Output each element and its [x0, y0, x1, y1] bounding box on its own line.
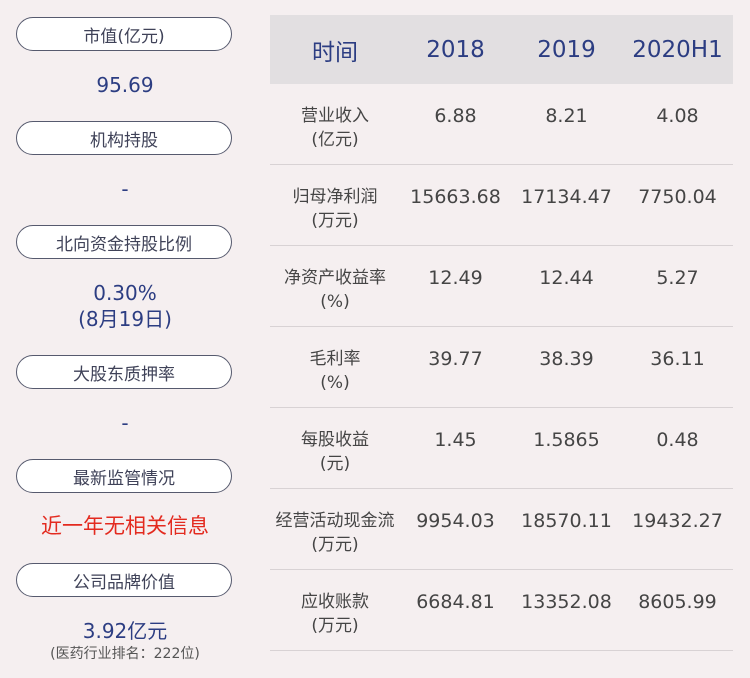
table-cell: 15663.68: [410, 186, 501, 208]
table-cell: 18570.11: [521, 510, 612, 532]
table-cell: 6684.81: [416, 591, 495, 613]
northbound-holding-date: (8月19日): [78, 307, 172, 331]
market-cap-label: 市值(亿元): [16, 17, 232, 51]
table-cell: 36.11: [650, 348, 705, 370]
table-cell: 12.44: [539, 267, 594, 289]
table-header: 时间 2018 2019 2020H1: [270, 15, 733, 84]
table-row: 经营活动现金流 (万元) 9954.03 18570.11 19432.27: [270, 489, 733, 570]
institutional-holding-label: 机构持股: [16, 121, 232, 155]
metric-label: 营业收入 (亿元): [301, 106, 369, 150]
metric-label: 归母净利润 (万元): [292, 187, 378, 231]
pledge-ratio-value: -: [121, 411, 129, 435]
company-summary-panel: 市值(亿元) 95.69 机构持股 - 北向资金持股比例 0.30% (8月19…: [0, 0, 250, 678]
table-cell: 1.45: [434, 429, 477, 451]
table-cell: 9954.03: [416, 510, 495, 532]
brand-value-rank-note: (医药行业排名：222位): [50, 646, 200, 662]
table-cell: 4.08: [656, 105, 699, 127]
metric-label: 净资产收益率 (%): [284, 268, 386, 312]
metric-label: 每股收益 (元): [301, 430, 369, 474]
table-row: 归母净利润 (万元) 15663.68 17134.47 7750.04: [270, 165, 733, 246]
table-row: 每股收益 (元) 1.45 1.5865 0.48: [270, 408, 733, 489]
table-cell: 5.27: [656, 267, 699, 289]
table-cell: 6.88: [434, 105, 477, 127]
table-row: 营业收入 (亿元) 6.88 8.21 4.08: [270, 84, 733, 165]
regulatory-status-value: 近一年无相关信息: [41, 514, 209, 538]
metric-label: 毛利率 (%): [309, 349, 361, 393]
brand-value-label: 公司品牌价值: [16, 563, 232, 597]
table-cell: 0.48: [656, 429, 699, 451]
header-2018: 2018: [426, 36, 485, 63]
table-row: 净资产收益率 (%) 12.49 12.44 5.27: [270, 246, 733, 327]
northbound-holding-label: 北向资金持股比例: [16, 225, 232, 259]
table-cell: 38.39: [539, 348, 594, 370]
table-row: 毛利率 (%) 39.77 38.39 36.11: [270, 327, 733, 408]
header-2019: 2019: [537, 36, 596, 63]
regulatory-status-label: 最新监管情况: [16, 459, 232, 493]
brand-value-value: 3.92亿元: [82, 619, 168, 643]
metric-label: 应收账款 (万元): [301, 592, 369, 636]
table-cell: 19432.27: [632, 510, 723, 532]
market-cap-value: 95.69: [96, 73, 154, 97]
header-period: 时间: [312, 39, 358, 66]
table-cell: 39.77: [428, 348, 483, 370]
institutional-holding-value: -: [121, 177, 129, 201]
financial-table: 时间 2018 2019 2020H1 营业收入 (亿元) 6.88 8.21 4…: [270, 15, 733, 651]
table-row: 应收账款 (万元) 6684.81 13352.08 8605.99: [270, 570, 733, 651]
pledge-ratio-label: 大股东质押率: [16, 355, 232, 389]
table-cell: 13352.08: [521, 591, 612, 613]
table-cell: 8.21: [545, 105, 588, 127]
table-cell: 1.5865: [533, 429, 600, 451]
table-cell: 7750.04: [638, 186, 717, 208]
northbound-holding-value: 0.30%: [93, 281, 157, 305]
header-2020h1: 2020H1: [632, 36, 723, 63]
metric-label: 经营活动现金流 (万元): [275, 511, 395, 555]
table-cell: 8605.99: [638, 591, 717, 613]
table-cell: 17134.47: [521, 186, 612, 208]
table-cell: 12.49: [428, 267, 483, 289]
